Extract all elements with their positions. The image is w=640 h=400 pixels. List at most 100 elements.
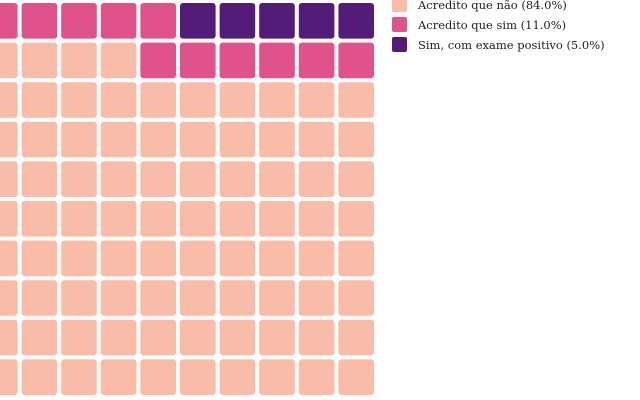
waffle-square: [338, 3, 374, 39]
waffle-square: [338, 42, 374, 79]
waffle-square: [100, 359, 137, 395]
waffle-square: [219, 121, 256, 158]
waffle-square: [338, 201, 374, 237]
waffle-square: [140, 240, 176, 277]
waffle-square: [219, 201, 256, 237]
waffle-square: [259, 319, 295, 356]
waffle-square: [100, 82, 137, 118]
waffle-square: [100, 42, 137, 79]
waffle-square: [0, 82, 18, 118]
waffle-square: [180, 82, 216, 118]
waffle-square: [338, 280, 374, 316]
legend-swatch: [392, 17, 407, 32]
waffle-square: [0, 3, 18, 39]
waffle-square: [61, 3, 97, 39]
waffle-square: [21, 201, 58, 237]
waffle-square: [0, 42, 18, 79]
waffle-square: [21, 240, 58, 277]
waffle-square: [100, 240, 137, 277]
waffle-square: [0, 280, 18, 316]
waffle-square: [61, 359, 97, 395]
waffle-square: [219, 82, 256, 118]
waffle-square: [100, 3, 137, 39]
waffle-square: [21, 319, 58, 356]
waffle-square: [140, 161, 176, 197]
waffle-square: [259, 161, 295, 197]
waffle-square: [259, 201, 295, 237]
waffle-square: [0, 240, 18, 277]
waffle-square: [180, 201, 216, 237]
waffle-square: [21, 359, 58, 395]
waffle-square: [21, 42, 58, 79]
waffle-square: [140, 359, 176, 395]
waffle-square: [21, 3, 58, 39]
waffle-square: [180, 359, 216, 395]
waffle-square: [100, 201, 137, 237]
waffle-square: [259, 240, 295, 277]
waffle-square: [259, 121, 295, 158]
waffle-square: [180, 42, 216, 79]
waffle-square: [0, 121, 18, 158]
waffle-square: [180, 319, 216, 356]
waffle-square: [298, 319, 335, 356]
waffle-square: [219, 3, 256, 39]
waffle-square: [100, 161, 137, 197]
legend-label: Acredito que sim (11.0%): [417, 18, 566, 32]
waffle-square: [0, 319, 18, 356]
waffle-square: [219, 319, 256, 356]
waffle-square: [140, 280, 176, 316]
waffle-square: [100, 121, 137, 158]
waffle-square: [298, 82, 335, 118]
waffle-square: [219, 240, 256, 277]
waffle-square: [61, 240, 97, 277]
waffle-square: [338, 240, 374, 277]
waffle-square: [140, 319, 176, 356]
waffle-square: [180, 280, 216, 316]
legend: Acredito que não (84.0%) Acredito que sim…: [392, 0, 605, 52]
waffle-square: [21, 161, 58, 197]
waffle-square: [259, 3, 295, 39]
waffle-square: [140, 3, 176, 39]
waffle-square: [100, 280, 137, 316]
waffle-square: [140, 201, 176, 237]
legend-label: Acredito que não (84.0%): [417, 0, 567, 12]
waffle-square: [219, 359, 256, 395]
waffle-square: [180, 161, 216, 197]
waffle-square: [180, 240, 216, 277]
waffle-square: [180, 3, 216, 39]
waffle-grid: [0, 3, 374, 395]
waffle-square: [338, 359, 374, 395]
waffle-square: [259, 280, 295, 316]
waffle-square: [298, 3, 335, 39]
waffle-square: [298, 121, 335, 158]
waffle-square: [21, 280, 58, 316]
waffle-square: [61, 161, 97, 197]
waffle-square: [61, 121, 97, 158]
waffle-square: [338, 161, 374, 197]
waffle-square: [259, 42, 295, 79]
waffle-square: [180, 121, 216, 158]
waffle-square: [140, 42, 176, 79]
waffle-square: [61, 82, 97, 118]
waffle-square: [298, 240, 335, 277]
legend-swatch: [392, 37, 407, 52]
waffle-square: [259, 82, 295, 118]
waffle-square: [219, 280, 256, 316]
waffle-square: [21, 82, 58, 118]
waffle-square: [298, 359, 335, 395]
waffle-square: [100, 319, 137, 356]
waffle-square: [140, 121, 176, 158]
waffle-square: [259, 359, 295, 395]
waffle-square: [219, 161, 256, 197]
waffle-square: [61, 280, 97, 316]
waffle-square: [298, 201, 335, 237]
waffle-square: [338, 82, 374, 118]
waffle-square: [140, 82, 176, 118]
waffle-square: [338, 319, 374, 356]
waffle-square: [61, 42, 97, 79]
waffle-square: [0, 359, 18, 395]
waffle-square: [298, 42, 335, 79]
waffle-square: [219, 42, 256, 79]
waffle-square: [0, 201, 18, 237]
